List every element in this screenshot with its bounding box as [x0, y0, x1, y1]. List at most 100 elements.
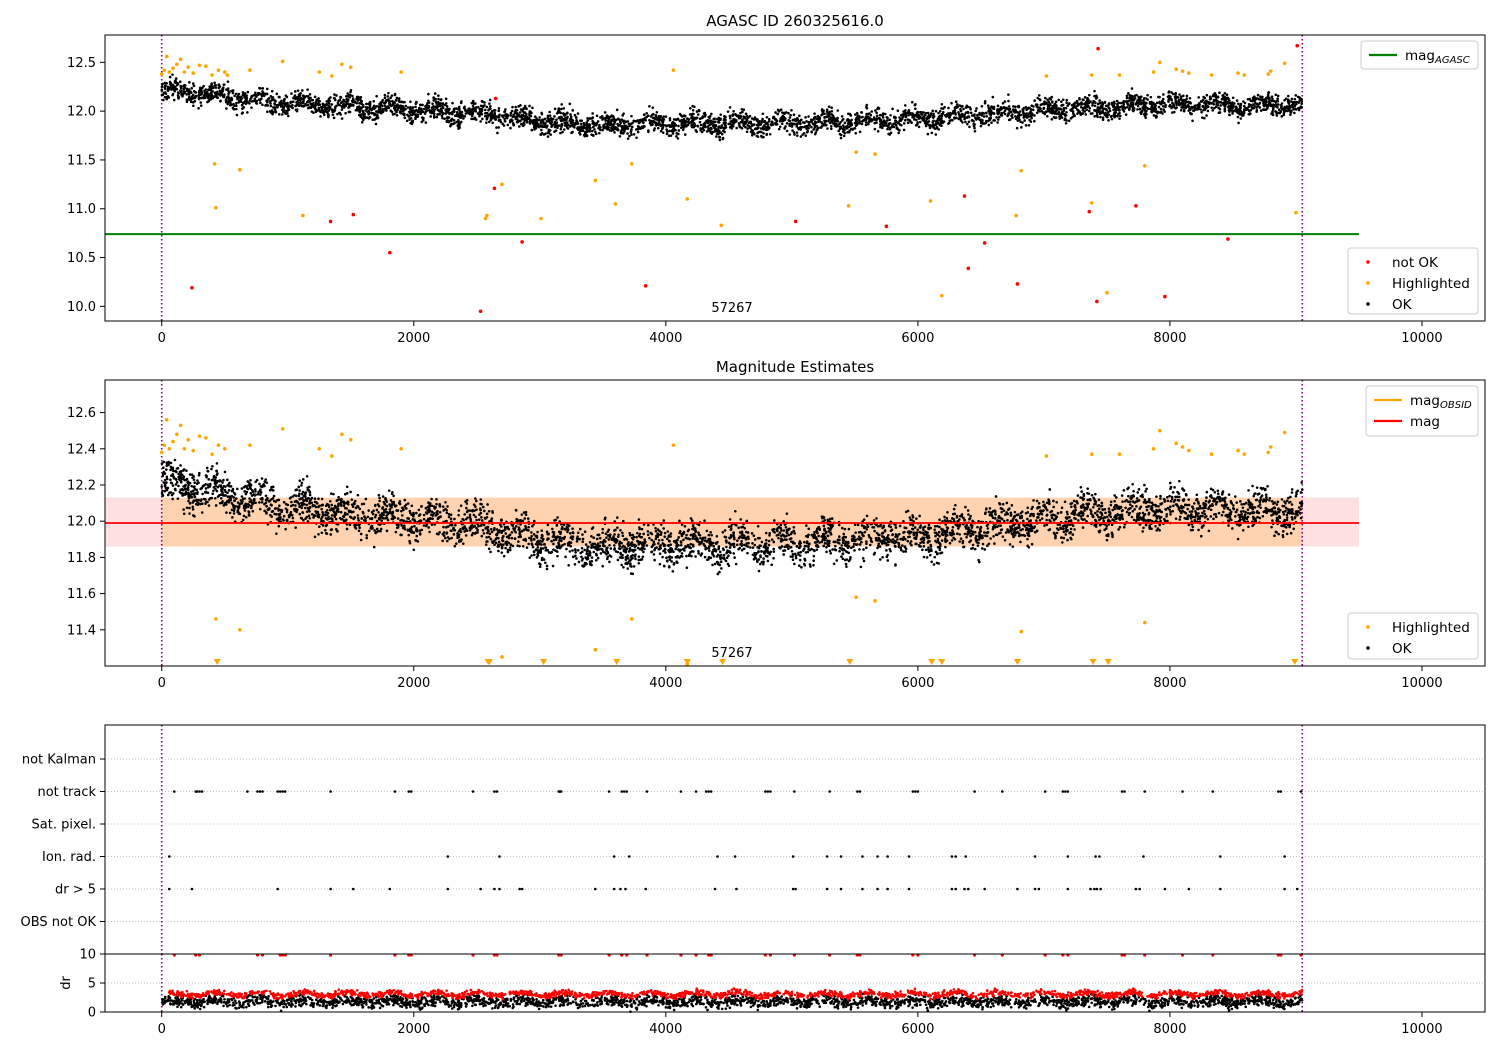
data-point-ok [559, 107, 563, 111]
data-point-ok [704, 125, 707, 129]
data-point-ok [561, 130, 564, 134]
data-point-highlighted [1117, 73, 1122, 77]
data-point-ok [699, 123, 703, 127]
data-point-ok [830, 109, 834, 113]
data-point-ok [218, 89, 222, 93]
data-point-ok [838, 132, 842, 136]
data-point-ok [983, 100, 987, 103]
data-point-ok [765, 121, 769, 125]
data-point-ok [340, 108, 344, 111]
data-point-ok [587, 123, 591, 126]
data-point-ok [1247, 105, 1251, 108]
data-point-ok [378, 106, 381, 110]
data-point-ok [845, 119, 849, 122]
data-point-highlighted [1105, 290, 1109, 295]
data-point-ok [703, 115, 707, 118]
data-point-not-ok [1295, 43, 1300, 48]
data-point-ok [1058, 117, 1062, 120]
data-point-ok [299, 96, 303, 100]
data-point-ok [1105, 108, 1108, 112]
data-point-ok [876, 129, 880, 133]
data-point-ok [1276, 103, 1280, 106]
data-point-ok [302, 94, 305, 98]
data-point-ok [518, 119, 522, 123]
data-point-ok [832, 121, 836, 124]
data-point-ok [303, 104, 306, 107]
data-point-ok [937, 530, 941, 534]
data-point-ok [1276, 94, 1280, 98]
data-point-ok [281, 108, 284, 112]
data-point-ok [1223, 105, 1227, 108]
data-point-ok [1101, 118, 1105, 122]
data-point-ok [226, 87, 230, 90]
data-point-ok [555, 111, 559, 115]
data-point-ok [1073, 114, 1076, 118]
data-point-highlighted [613, 202, 618, 206]
data-point-ok [207, 504, 211, 507]
data-point-ok [933, 524, 937, 528]
data-point-ok [357, 105, 361, 108]
data-point-ok [941, 107, 945, 110]
data-point-ok [542, 125, 546, 128]
data-point-ok [889, 131, 893, 135]
data-point-ok [1232, 504, 1235, 507]
data-point-ok [438, 104, 442, 108]
data-point-ok [888, 127, 892, 131]
data-point-ok [1029, 110, 1032, 114]
data-point-highlighted [1294, 210, 1298, 215]
data-point-highlighted [671, 68, 676, 72]
data-point-ok [270, 98, 274, 102]
data-point-ok [1300, 481, 1303, 484]
data-point-ok [736, 539, 739, 542]
data-point-ok [948, 113, 952, 117]
data-point-ok [902, 122, 906, 125]
data-point-ok [900, 117, 904, 121]
data-point-ok [185, 99, 189, 102]
data-point-ok [996, 108, 999, 111]
data-point-ok [875, 121, 878, 124]
data-point-ok [723, 121, 727, 125]
data-point-highlighted [1174, 67, 1179, 71]
data-point-ok [551, 123, 554, 127]
data-point-ok [1231, 110, 1234, 113]
data-point-ok [497, 115, 501, 119]
data-point-ok [574, 550, 577, 554]
data-point-ok [912, 115, 916, 119]
data-point-ok [360, 99, 363, 103]
data-point-ok [1157, 105, 1161, 109]
data-point-ok [1063, 500, 1067, 504]
data-point-ok [992, 105, 996, 109]
data-point-ok [718, 138, 722, 142]
data-point-ok [162, 98, 165, 102]
data-point-ok [913, 118, 916, 121]
data-point-ok [211, 85, 215, 88]
data-point-ok [528, 113, 531, 117]
data-point-ok [826, 127, 829, 130]
data-point-ok [160, 93, 164, 97]
data-point-ok [1061, 98, 1065, 101]
data-point-ok [1240, 503, 1243, 506]
data-point-ok [920, 113, 924, 116]
data-point-ok [522, 107, 526, 110]
data-point-ok [1295, 102, 1298, 106]
data-point-ok [642, 113, 646, 117]
data-point-ok [747, 121, 751, 125]
data-point-ok [471, 112, 475, 116]
data-point-ok [1185, 94, 1189, 98]
data-point-ok [904, 109, 907, 112]
data-point-ok [937, 128, 941, 131]
data-point-ok [523, 104, 527, 108]
data-point-ok [744, 112, 748, 116]
data-point-ok [683, 114, 687, 118]
data-point-ok [264, 104, 267, 107]
data-point-ok [784, 125, 787, 128]
data-point-ok [821, 111, 825, 114]
data-point-ok [407, 115, 410, 118]
data-point-ok [819, 126, 823, 129]
data-point-ok [340, 104, 344, 108]
data-point-ok [854, 124, 858, 128]
data-point-ok [1274, 110, 1277, 113]
data-point-ok [805, 130, 809, 134]
data-point-ok [386, 95, 390, 98]
data-point-ok [240, 103, 244, 107]
